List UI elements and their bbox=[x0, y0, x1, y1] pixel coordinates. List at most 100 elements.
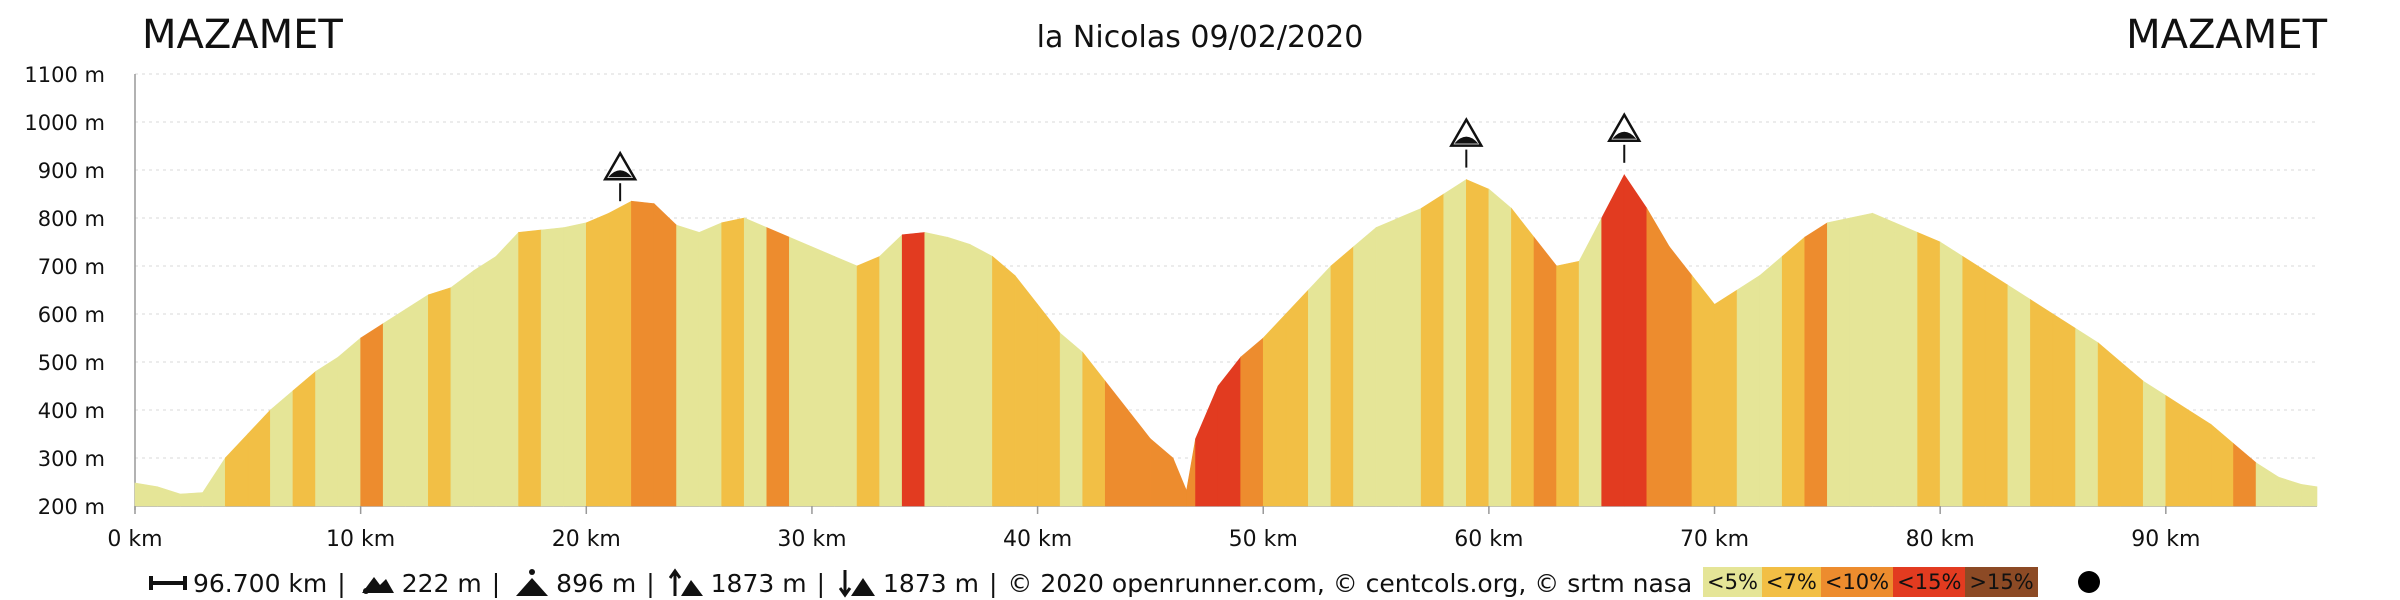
elevation-segment bbox=[608, 200, 632, 507]
elevation-segment bbox=[2030, 299, 2054, 507]
elevation-segment bbox=[1420, 193, 1445, 507]
elevation-segment bbox=[698, 222, 722, 507]
elevation-segment bbox=[1375, 217, 1399, 507]
distance-value: 96.700 km bbox=[193, 568, 328, 598]
y-tick-label: 400 m bbox=[38, 399, 105, 423]
page-title: la Nicolas 09/02/2020 bbox=[1036, 20, 1364, 55]
elevation-segment bbox=[1127, 409, 1151, 507]
slope-bands bbox=[134, 173, 2318, 507]
elevation-segment bbox=[721, 217, 745, 507]
elevation-segment bbox=[157, 486, 181, 507]
elevation-segment bbox=[1736, 275, 1760, 507]
y-tick-label: 600 m bbox=[38, 303, 105, 327]
elevation-segment bbox=[1917, 231, 1941, 507]
elevation-segment bbox=[789, 236, 813, 507]
elevation-segment bbox=[1443, 179, 1467, 507]
end-location-label: MAZAMET bbox=[2126, 12, 2327, 58]
elevation-segment bbox=[1962, 255, 1986, 507]
elevation-segment bbox=[743, 217, 768, 507]
elevation-segment bbox=[2278, 476, 2302, 507]
x-tick-label: 40 km bbox=[1003, 527, 1072, 552]
summit-markers bbox=[602, 112, 1642, 202]
y-tick-label: 200 m bbox=[38, 495, 105, 519]
dot-icon bbox=[2077, 571, 2100, 593]
summit-peak bbox=[1607, 112, 1642, 143]
legend-item-under-10: <10% bbox=[1820, 567, 1894, 597]
elevation-chart: 200 m 300 m 400 m 500 m 600 m 700 m 800 m 900 m… bbox=[24, 63, 2318, 552]
summit-shadow bbox=[1454, 136, 1479, 144]
elevation-segment bbox=[1533, 236, 1557, 507]
legend-item-over-15: >15% bbox=[1965, 567, 2038, 597]
y-tick-label: 700 m bbox=[38, 255, 105, 279]
elevation-segment bbox=[1714, 289, 1738, 507]
elevation-segment bbox=[382, 308, 407, 507]
elevation-segment bbox=[1217, 356, 1241, 507]
summit-peak bbox=[1449, 117, 1484, 147]
elevation-segment bbox=[428, 287, 452, 507]
elevation-segment bbox=[1150, 438, 1174, 507]
elevation-segment bbox=[2052, 313, 2076, 507]
elevation-segment bbox=[2142, 380, 2167, 507]
y-tick-label: 900 m bbox=[38, 159, 105, 183]
elevation-segment bbox=[1466, 179, 1490, 507]
elevation-segment bbox=[1939, 241, 1964, 507]
elevation-segment bbox=[1804, 222, 1828, 507]
x-tick-label: 80 km bbox=[1906, 527, 1975, 552]
summit-shadow bbox=[608, 170, 633, 178]
elevation-segment bbox=[337, 337, 361, 507]
elevation-segment bbox=[879, 234, 903, 507]
y-tick-label: 300 m bbox=[38, 447, 105, 471]
elevation-segment bbox=[247, 409, 271, 507]
stats-footer: 96.700 km | 222 m | 896 m | 1873 m | 187… bbox=[145, 568, 1692, 598]
elevation-segment bbox=[2007, 284, 2031, 507]
elevation-segment bbox=[969, 243, 993, 507]
elevation-segment bbox=[1104, 380, 1129, 507]
credits-text: © 2020 openrunner.com, © centcols.org, ©… bbox=[1007, 568, 1693, 598]
elevation-segment bbox=[1059, 332, 1084, 507]
x-tick-label: 70 km bbox=[1680, 527, 1749, 552]
elevation-segment bbox=[315, 356, 339, 507]
max-altitude-value: 896 m bbox=[556, 568, 637, 598]
elevation-segment bbox=[1578, 217, 1602, 507]
y-axis-ticks: 200 m 300 m 400 m 500 m 600 m 700 m 800 m 900 m… bbox=[24, 63, 105, 519]
legend-item-under-7: <7% bbox=[1761, 567, 1821, 597]
elevation-segment bbox=[473, 255, 497, 507]
elevation-segment bbox=[585, 212, 610, 507]
elevation-segment bbox=[1827, 217, 1851, 507]
elevation-segment bbox=[2075, 327, 2099, 507]
elevation-segment bbox=[1511, 207, 1535, 507]
elevation-segment bbox=[179, 492, 203, 507]
elevation-segment bbox=[1172, 457, 1187, 507]
min-altitude-icon bbox=[360, 571, 396, 595]
y-tick-label: 1100 m bbox=[24, 63, 105, 87]
elevation-segment bbox=[1285, 289, 1309, 507]
elevation-segment bbox=[2165, 395, 2189, 507]
y-tick-label: 800 m bbox=[38, 207, 105, 231]
elevation-segment bbox=[1082, 351, 1106, 507]
elevation-segment bbox=[1985, 270, 2009, 507]
x-tick-label: 10 km bbox=[326, 527, 395, 552]
elevation-segment bbox=[1398, 207, 1422, 507]
x-tick-label: 0 km bbox=[107, 527, 162, 552]
ascent-value: 1873 m bbox=[710, 568, 807, 598]
slope-legend: <5% <7% <10% <15% >15% bbox=[1703, 567, 2100, 597]
y-tick-label: 1000 m bbox=[24, 111, 105, 135]
elevation-segment bbox=[224, 433, 249, 507]
elevation-segment bbox=[1623, 173, 1648, 507]
elevation-segment bbox=[2097, 342, 2121, 507]
elevation-segment bbox=[1014, 274, 1038, 507]
elevation-segment bbox=[653, 202, 677, 507]
elevation-segment bbox=[2300, 484, 2318, 507]
elevation-segment bbox=[2233, 442, 2257, 507]
elevation-segment bbox=[1308, 265, 1332, 507]
elevation-segment bbox=[1646, 207, 1670, 507]
ascent-icon bbox=[668, 568, 705, 598]
elevation-segment bbox=[2120, 361, 2144, 507]
elevation-segment bbox=[1186, 438, 1196, 507]
elevation-segment bbox=[1262, 313, 1287, 507]
elevation-segment bbox=[1872, 212, 1896, 507]
elevation-segment bbox=[1759, 255, 1783, 507]
elevation-segment bbox=[947, 236, 971, 507]
legend-item-under-5: <5% bbox=[1703, 567, 1762, 597]
elevation-segment bbox=[518, 229, 542, 507]
